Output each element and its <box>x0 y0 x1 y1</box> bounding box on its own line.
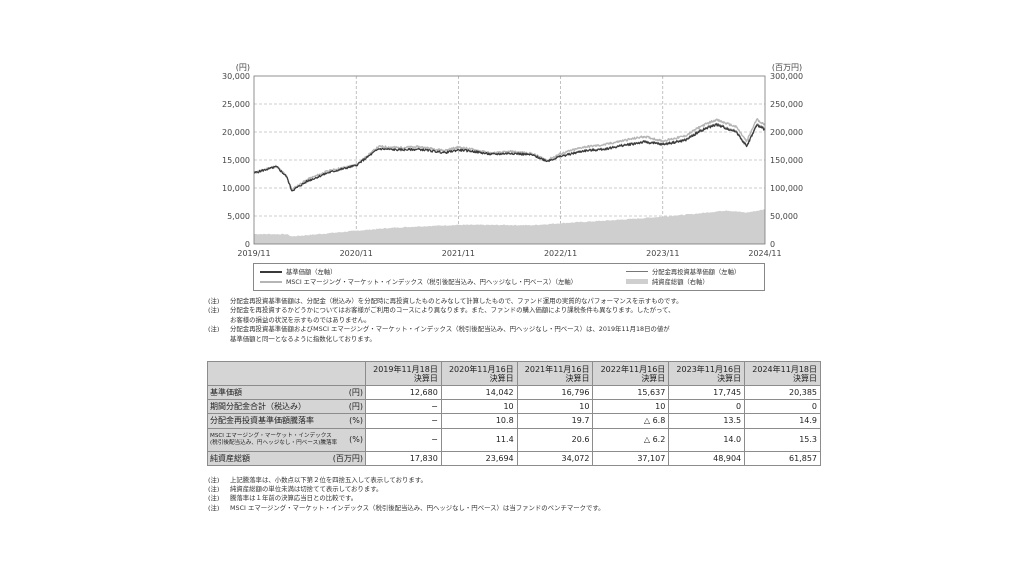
left-unit-label: (円) <box>236 63 250 72</box>
note-line: (注) 純資産総額の単位未満は切捨てて表示しております。 <box>208 485 383 494</box>
price-lines <box>253 118 766 192</box>
table-row: 分配金再投資基準価額騰落率 (%) −10.8 19.7 △ 6.8 13.5 14.9 <box>207 413 821 429</box>
table-row: 期間分配金合計（税込み） (円) −10 10 10 0 0 <box>207 399 821 415</box>
benchmark-line <box>253 118 766 191</box>
left-tick-label: 0 <box>245 240 250 249</box>
right-tick-label: 100,000 <box>770 184 803 193</box>
row-header: 分配金再投資基準価額騰落率 (%) <box>207 413 366 429</box>
legend-item-net-assets: 純資産総額（右軸） <box>626 277 709 286</box>
table-row: MSCI エマージング・マーケット・インデックス (税引後配当込み、円ヘッジなし・… <box>207 427 821 452</box>
left-tick-label: 25,000 <box>222 100 250 109</box>
plot-frame <box>253 75 766 245</box>
legend-label: 純資産総額（右軸） <box>652 279 709 286</box>
note-line: (注) 騰落率は１年前の決算応当日との比較です。 <box>208 494 358 503</box>
legend-swatch <box>626 271 648 272</box>
legend-label: 分配金再投資基準価額（左軸） <box>652 269 741 276</box>
row-header: 基準価額 (円) <box>207 384 366 401</box>
left-tick-label: 10,000 <box>222 184 250 193</box>
note-line: (注) MSCI エマージング・マーケット・インデックス（税引後配当込み、円ヘッジ… <box>208 503 605 512</box>
note-line: お客様の損益の状況を示すものではありません。 <box>230 315 371 324</box>
table-header-row: 2019年11月18日 決算日 2020年11月16日 決算日 2021年11月16… <box>207 361 821 386</box>
row-header: 期間分配金合計（税込み） (円) <box>207 399 366 415</box>
column-header: 2020年11月16日 決算日 <box>440 361 518 386</box>
price-chart: 30,000 25,000 20,000 15,000 10,000 5,000 0 300,… <box>222 63 803 258</box>
x-tick-label: 2019/11 <box>237 249 270 258</box>
x-tick-label: 2021/11 <box>442 249 475 258</box>
right-tick-label: 50,000 <box>770 212 798 221</box>
chart-legend: 基準価額（左軸） MSCI エマージング・マーケット・インデックス（税引後配当込… <box>253 263 765 291</box>
performance-table: 2019年11月18日 決算日 2020年11月16日 決算日 2021年11月16… <box>207 361 821 466</box>
x-tick-label: 2020/11 <box>340 249 373 258</box>
net-assets-area <box>254 209 765 244</box>
right-tick-label: 250,000 <box>770 100 803 109</box>
right-tick-label: 200,000 <box>770 128 803 137</box>
x-tick-label: 2023/11 <box>646 249 679 258</box>
x-tick-label: 2022/11 <box>544 249 577 258</box>
left-tick-label: 20,000 <box>222 128 250 137</box>
note-line: (注) 分配金再投資基準価額およびMSCI エマージング・マーケット・インデックス… <box>208 325 670 334</box>
left-tick-label: 15,000 <box>222 156 250 165</box>
legend-label: MSCI エマージング・マーケット・インデックス（税引後配当込み、円ヘッジなし・… <box>286 279 577 286</box>
column-header: 2023年11月16日 決算日 <box>668 361 746 386</box>
legend-swatch <box>260 280 282 283</box>
right-tick-label: 0 <box>770 240 775 249</box>
nav-line <box>254 123 766 192</box>
legend-swatch <box>626 279 648 284</box>
note-line: (注) 分配金再投資基準価額は、分配金（税込み）を分配時に再投資したものとみなして… <box>208 297 683 305</box>
row-header: MSCI エマージング・マーケット・インデックス (税引後配当込み、円ヘッジなし・… <box>207 427 366 452</box>
column-header: 2022年11月16日 決算日 <box>592 361 670 386</box>
legend-item-nav: 基準価額（左軸） <box>260 267 336 276</box>
left-tick-label: 5,000 <box>227 212 250 221</box>
right-unit-label: (百万円) <box>772 63 802 72</box>
legend-swatch <box>260 270 282 273</box>
legend-label: 基準価額（左軸） <box>286 269 337 276</box>
note-line: 基準価額と同一となるように指数化しております。 <box>230 334 376 343</box>
right-tick-label: 300,000 <box>770 72 803 81</box>
column-header: 2019年11月18日 決算日 <box>365 361 442 386</box>
note-line: (注) 上記騰落率は、小数点以下第２位を四捨五入して表示しております。 <box>208 476 427 484</box>
column-header: 2024年11月18日 決算日 <box>744 361 821 386</box>
right-tick-label: 150,000 <box>770 156 803 165</box>
legend-item-benchmark: MSCI エマージング・マーケット・インデックス（税引後配当込み、円ヘッジなし・… <box>260 277 577 286</box>
net-assets-area-shape <box>254 209 765 244</box>
table-notes: (注) 上記騰落率は、小数点以下第２位を四捨五入して表示しております。 (注) 純資… <box>208 476 828 513</box>
chart-grid <box>254 76 765 244</box>
table-row: 基準価額 (円) 12,680 14,042 16,796 15,637 17,745 2… <box>207 384 821 401</box>
chart-frame <box>253 75 766 245</box>
table-row: 純資産総額 (百万円) 17,830 23,694 34,072 37,107 48,9… <box>207 450 821 466</box>
chart-notes: (注) 分配金再投資基準価額は、分配金（税込み）を分配時に再投資したものとみなして… <box>208 297 828 344</box>
note-line: (注) 分配金を再投資するかどうかについてはお客様がご利用のコースにより異なります… <box>208 306 675 315</box>
legend-item-reinvested-nav: 分配金再投資基準価額（左軸） <box>626 267 740 276</box>
x-tick-label: 2024/11 <box>748 249 781 258</box>
left-tick-label: 30,000 <box>222 72 250 81</box>
column-header: 2021年11月16日 決算日 <box>516 361 594 386</box>
row-header: 純資産総額 (百万円) <box>207 450 366 466</box>
table-corner <box>207 361 366 386</box>
axis-labels: 30,000 25,000 20,000 15,000 10,000 5,000 0 300,… <box>222 63 803 258</box>
